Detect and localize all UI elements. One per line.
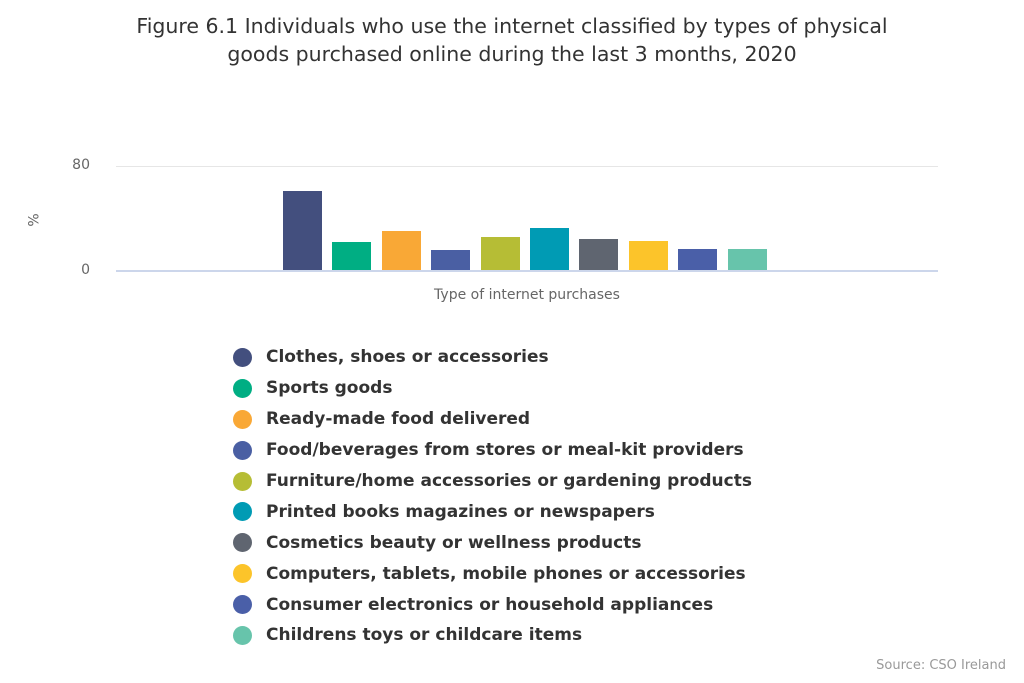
bar-5[interactable]	[480, 237, 520, 272]
chart-title: Figure 6.1 Individuals who use the inter…	[0, 12, 1024, 68]
chart-title-line-1: Figure 6.1 Individuals who use the inter…	[136, 14, 888, 38]
bar-4[interactable]	[431, 250, 471, 272]
legend-label: Clothes, shoes or accessories	[266, 347, 549, 368]
legend-marker-icon	[233, 625, 252, 645]
legend-label: Food/beverages from stores or meal-kit p…	[266, 440, 744, 461]
y-tick-80: 80	[72, 157, 90, 173]
legend-label: Sports goods	[266, 378, 393, 399]
legend-label: Furniture/home accessories or gardening …	[266, 471, 752, 491]
bar-8[interactable]	[628, 241, 668, 272]
bar-2[interactable]	[332, 242, 372, 272]
legend-item[interactable]: Cosmetics beauty or wellness products	[233, 527, 752, 558]
y-tick-0: 0	[81, 262, 90, 278]
legend-marker-icon	[233, 502, 252, 522]
legend-item[interactable]: Childrens toys or childcare items	[233, 620, 752, 651]
bar-1[interactable]	[283, 191, 322, 272]
legend-item[interactable]: Clothes, shoes or accessories	[233, 342, 752, 373]
legend-marker-icon	[233, 564, 252, 584]
legend-marker-icon	[233, 347, 252, 367]
legend-item[interactable]: Consumer electronics or household applia…	[233, 589, 752, 620]
legend-item[interactable]: Furniture/home accessories or gardening …	[233, 466, 752, 497]
legend-marker-icon	[233, 471, 252, 491]
legend-item[interactable]: Computers, tablets, mobile phones or acc…	[233, 558, 752, 589]
bar-10[interactable]	[727, 249, 767, 272]
legend-marker-icon	[233, 409, 252, 429]
x-axis-label: Type of internet purchases	[434, 287, 620, 303]
legend-marker-icon	[233, 533, 252, 553]
legend-item[interactable]: Ready-made food delivered	[233, 404, 752, 435]
legend-item[interactable]: Food/beverages from stores or meal-kit p…	[233, 435, 752, 466]
bar-6[interactable]	[530, 227, 569, 272]
legend-label: Printed books magazines or newspapers	[266, 501, 655, 522]
source-credit: Source: CSO Ireland	[876, 658, 1006, 673]
legend-label: Cosmetics beauty or wellness products	[266, 532, 642, 553]
legend-item[interactable]: Sports goods	[233, 373, 752, 404]
legend-label: Computers, tablets, mobile phones or acc…	[266, 563, 746, 584]
legend-item[interactable]: Printed books magazines or newspapers	[233, 496, 752, 527]
legend-label: Ready-made food delivered	[266, 409, 531, 430]
x-axis-line	[116, 270, 938, 272]
bar-9[interactable]	[678, 249, 718, 272]
bar-7[interactable]	[579, 238, 619, 272]
legend-marker-icon	[233, 440, 252, 460]
legend-marker-icon	[233, 378, 252, 398]
legend: Clothes, shoes or accessories Sports good…	[233, 342, 752, 651]
legend-label: Childrens toys or childcare items	[266, 625, 583, 646]
bar-3[interactable]	[381, 230, 421, 272]
y-axis-label: %	[26, 213, 43, 227]
legend-marker-icon	[233, 595, 252, 615]
legend-label: Consumer electronics or household applia…	[266, 594, 714, 615]
gridline-80	[116, 166, 938, 167]
chart-title-line-2: goods purchased online during the last 3…	[227, 42, 797, 66]
